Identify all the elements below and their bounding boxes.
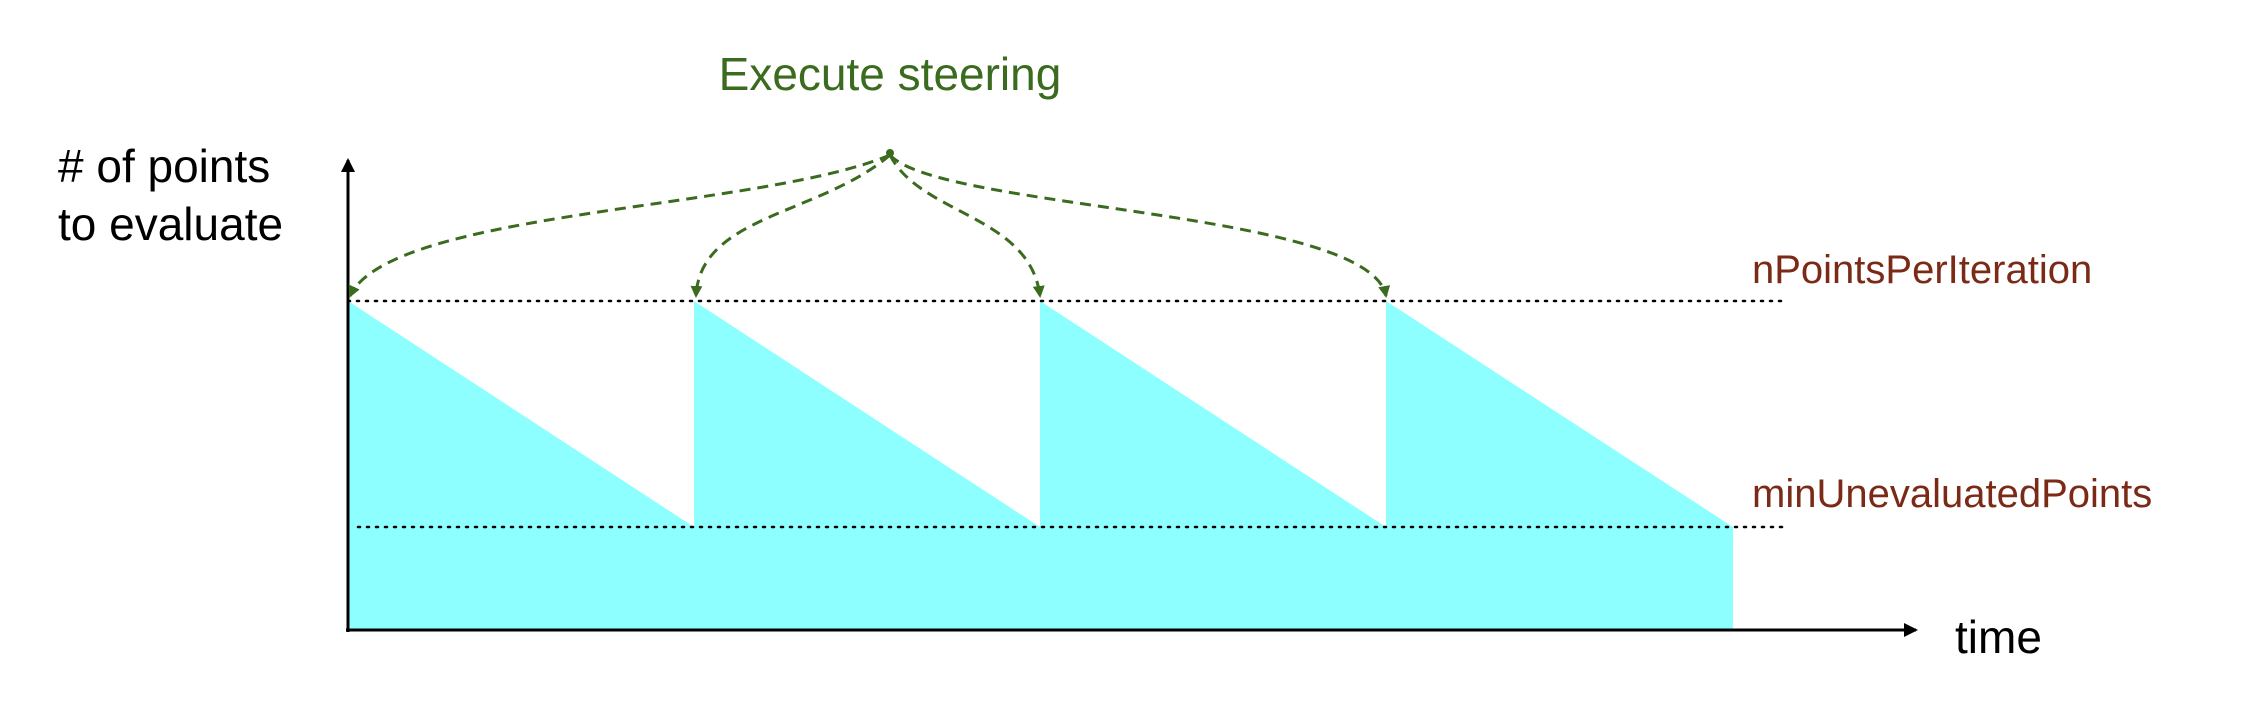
y-axis-label-line1: # of points	[58, 140, 270, 192]
sawtooth-fill	[348, 301, 694, 630]
diagram-title: Execute steering	[719, 48, 1062, 100]
y-axis-label-line2: to evaluate	[58, 198, 283, 250]
sawtooth-fill-group	[348, 301, 1733, 630]
sawtooth-fill	[694, 301, 1040, 630]
steering-origin-dot	[886, 149, 894, 157]
lower-threshold-label: minUnevaluatedPoints	[1752, 472, 2152, 516]
steering-arrow	[888, 153, 1391, 298]
steering-arrow	[690, 153, 891, 298]
sawtooth-fill	[1040, 301, 1386, 630]
steering-arrow	[888, 154, 1045, 298]
steering-arrow	[348, 153, 891, 298]
sawtooth-fill	[1386, 301, 1733, 630]
x-axis-label: time	[1955, 611, 2042, 663]
upper-threshold-label: nPointsPerIteration	[1752, 248, 2092, 292]
steering-arrows-group	[348, 153, 1391, 298]
